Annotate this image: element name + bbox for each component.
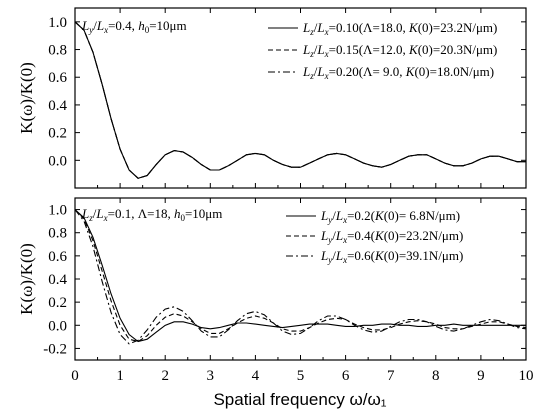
top-y-ticks: 1.0 0.8 0.6 0.4 0.2 0.0 (48, 8, 527, 188)
top-series-line-3 (74, 21, 526, 179)
bottom-series-line-1 (74, 209, 526, 343)
bottom-y-axis-label: K(ω)/K(0) (17, 243, 36, 315)
top-y-tick-label: 1.0 (48, 15, 67, 31)
top-y-tick-label: 0.6 (48, 70, 67, 86)
x-axis-label: Spatial frequency ω/ω₁ (213, 390, 386, 409)
bottom-annotation: Lz/Lx=0.1, Λ=18, h0=10μm (81, 206, 222, 223)
top-legend-entry-1: Lz/Lx=0.10(Λ=18.0, K(0)=23.2N/μm) (302, 20, 497, 37)
bottom-x-tick-label: 10 (519, 368, 534, 384)
bottom-x-tick-label: 1 (116, 368, 124, 384)
bottom-x-tick-label: 0 (71, 368, 79, 384)
bottom-x-tick-label: 8 (432, 368, 440, 384)
bottom-x-tick-label: 3 (207, 368, 215, 384)
bottom-y-tick-label: 0.8 (48, 226, 67, 242)
bottom-x-ticks: 0 1 2 3 4 5 6 7 8 9 10 (71, 198, 534, 384)
bottom-panel: 1.0 0.8 0.6 0.4 0.2 0.0 -0.2 0 1 2 3 4 5 6 7 8 9 10 K(ω)… (17, 197, 534, 384)
bottom-legend: Ly/Lx=0.2(K(0)= 6.8N/μm) Ly/Lx=0.4(K(0)=… (286, 208, 463, 265)
bottom-y-ticks: 1.0 0.8 0.6 0.4 0.2 0.0 -0.2 (43, 203, 526, 357)
bottom-x-tick-label: 4 (252, 368, 260, 384)
top-y-tick-label: 0.8 (48, 43, 67, 59)
top-legend: Lz/Lx=0.10(Λ=18.0, K(0)=23.2N/μm) Lz/Lx=… (268, 20, 497, 81)
bottom-legend-entry-1: Ly/Lx=0.2(K(0)= 6.8N/μm) (320, 208, 460, 225)
bottom-series-group (74, 209, 527, 345)
bottom-y-tick-label: 0.0 (48, 318, 67, 334)
bottom-legend-entry-3: Ly/Lx=0.6(K(0)=39.1N/μm) (320, 248, 463, 265)
bottom-x-tick-label: 5 (297, 368, 305, 384)
bottom-y-tick-label: 0.6 (48, 249, 67, 265)
top-legend-entry-3: Lz/Lx=0.20(Λ= 9.0, K(0)=18.0N/μm) (302, 64, 494, 81)
top-annotation: Ly/Lx=0.4, h0=10μm (81, 18, 187, 35)
top-y-tick-label: 0.0 (48, 153, 67, 169)
bottom-series-line-2 (74, 209, 527, 343)
bottom-legend-entry-2: Ly/Lx=0.4(K(0)=23.2N/μm) (320, 228, 463, 245)
top-series-group (74, 21, 526, 179)
bottom-y-tick-label: -0.2 (43, 341, 67, 357)
top-panel: 1.0 0.8 0.6 0.4 0.2 0.0 K(ω)/K(0) Ly/Lx=0.4, … (17, 7, 527, 189)
bottom-series-line-3 (74, 209, 527, 345)
bottom-x-tick-label: 7 (387, 368, 395, 384)
bottom-y-tick-label: 0.2 (48, 295, 67, 311)
top-y-axis-label: K(ω)/K(0) (17, 62, 36, 134)
bottom-y-tick-label: 0.4 (48, 272, 67, 288)
top-legend-entry-2: Lz/Lx=0.15(Λ=12.0, K(0)=20.3N/μm) (302, 42, 497, 59)
bottom-x-tick-label: 6 (342, 368, 350, 384)
bottom-x-tick-label: 9 (477, 368, 485, 384)
bottom-x-tick-label: 2 (161, 368, 169, 384)
top-y-tick-label: 0.4 (48, 98, 67, 114)
top-y-tick-label: 0.2 (48, 126, 67, 142)
top-plot-frame (74, 7, 527, 189)
bottom-y-tick-label: 1.0 (48, 203, 67, 219)
